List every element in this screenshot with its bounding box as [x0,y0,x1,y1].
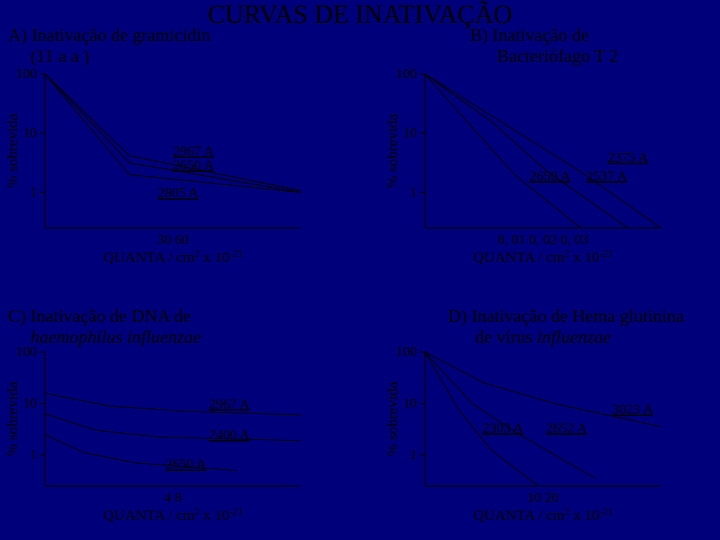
svg-text:10: 10 [23,126,37,141]
panel-a-line1: A) Inativação de gramicidin [8,25,210,45]
svg-text:1: 1 [30,185,37,200]
panel-d-line2b: influenzae [537,327,611,347]
svg-text:QUANTA / cm2 x 10-21: QUANTA / cm2 x 10-21 [473,249,613,266]
svg-text:% sobrevida: % sobrevida [7,381,21,456]
svg-text:3023 A: 3023 A [612,403,654,418]
panel-a-line2: (11 a a ) [31,46,90,66]
panel-title-d: D) Inativação de Hema glutinina de vírus… [448,306,684,347]
svg-text:0, 01 0, 02: 0, 01 0, 02 0, 03 [498,233,589,248]
svg-text:10: 10 [23,397,37,412]
panel-d-line2a: de vírus [475,327,537,347]
svg-text:QUANTA / cm2 x 10-21: QUANTA / cm2 x 10-21 [473,507,613,524]
chart-b: 100 10 1 % sobrevida 2375 A 2537 A 2650 A 0, 01… [387,68,667,270]
svg-text:4 8: 4 8 [164,491,182,506]
svg-text:1: 1 [410,185,417,200]
chart-a: 100 10 1 % sobrevida 2967 A2650 A 2805 A 30 60… [7,68,307,270]
svg-text:2537 A: 2537 A [586,169,628,184]
svg-text:QUANTA / cm2 x 10-21: QUANTA / cm2 x 10-21 [103,507,243,524]
chart-c: 100 10 1 % sobrevida 2967 A 2400 A2650 A 4 8QU… [7,346,307,528]
svg-text:2650 A: 2650 A [165,458,207,473]
panel-title-c: C) Inativação de DNA de haemophilus infl… [8,306,201,347]
svg-text:10: 10 [403,126,417,141]
svg-text:2967 A: 2967 A [173,145,215,160]
svg-text:10: 10 [403,397,417,412]
svg-text:100: 100 [16,346,37,360]
svg-text:2650 A: 2650 A [173,158,215,173]
svg-text:1: 1 [30,448,37,463]
panel-b-line1: B) Inativação de [470,25,589,45]
svg-text:% sobrevida: % sobrevida [7,113,21,188]
svg-text:100: 100 [16,68,37,82]
svg-text:2400 A: 2400 A [209,428,251,443]
panel-b-line2: Bacteriófago T 2 [497,46,618,66]
panel-title-b: B) Inativação de Bacteriófago T 2 [470,25,618,66]
panel-c-line2: haemophilus influenzae [31,327,201,347]
svg-text:QUANTA / cm2 x 10-21: QUANTA / cm2 x 10-21 [103,249,243,266]
svg-text:2650 A: 2650 A [530,169,572,184]
svg-text:30 60: 30 60 [157,233,189,248]
svg-text:2967 A: 2967 A [209,397,251,412]
panel-title-a: A) Inativação de gramicidin (11 a a ) [8,25,210,66]
svg-text:10 20: 10 20 [527,491,559,506]
svg-text:2805 A: 2805 A [158,186,200,201]
svg-text:% sobrevida: % sobrevida [387,381,401,456]
svg-text:2303 A: 2303 A [482,421,524,436]
svg-text:100: 100 [396,346,417,360]
svg-text:% sobrevida: % sobrevida [387,113,401,188]
svg-text:1: 1 [410,448,417,463]
panel-d-line1: D) Inativação de Hema glutinina [448,306,684,326]
svg-text:2375 A: 2375 A [608,151,650,166]
svg-text:100: 100 [396,68,417,82]
chart-d: 100 10 1 % sobrevida 3023 A 2652 A 2303 A 10 20… [387,346,667,528]
svg-text:2652 A: 2652 A [546,421,588,436]
panel-c-line1: C) Inativação de DNA de [8,306,191,326]
